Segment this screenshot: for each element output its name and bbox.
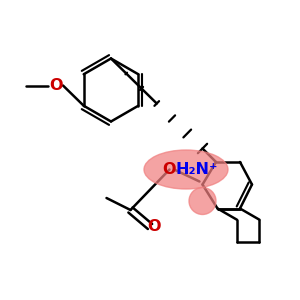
Ellipse shape: [144, 150, 228, 189]
Text: O: O: [148, 219, 161, 234]
Text: H₂N⁺: H₂N⁺: [175, 162, 218, 177]
Text: O: O: [49, 78, 62, 93]
Circle shape: [189, 188, 216, 214]
Text: O: O: [163, 162, 176, 177]
